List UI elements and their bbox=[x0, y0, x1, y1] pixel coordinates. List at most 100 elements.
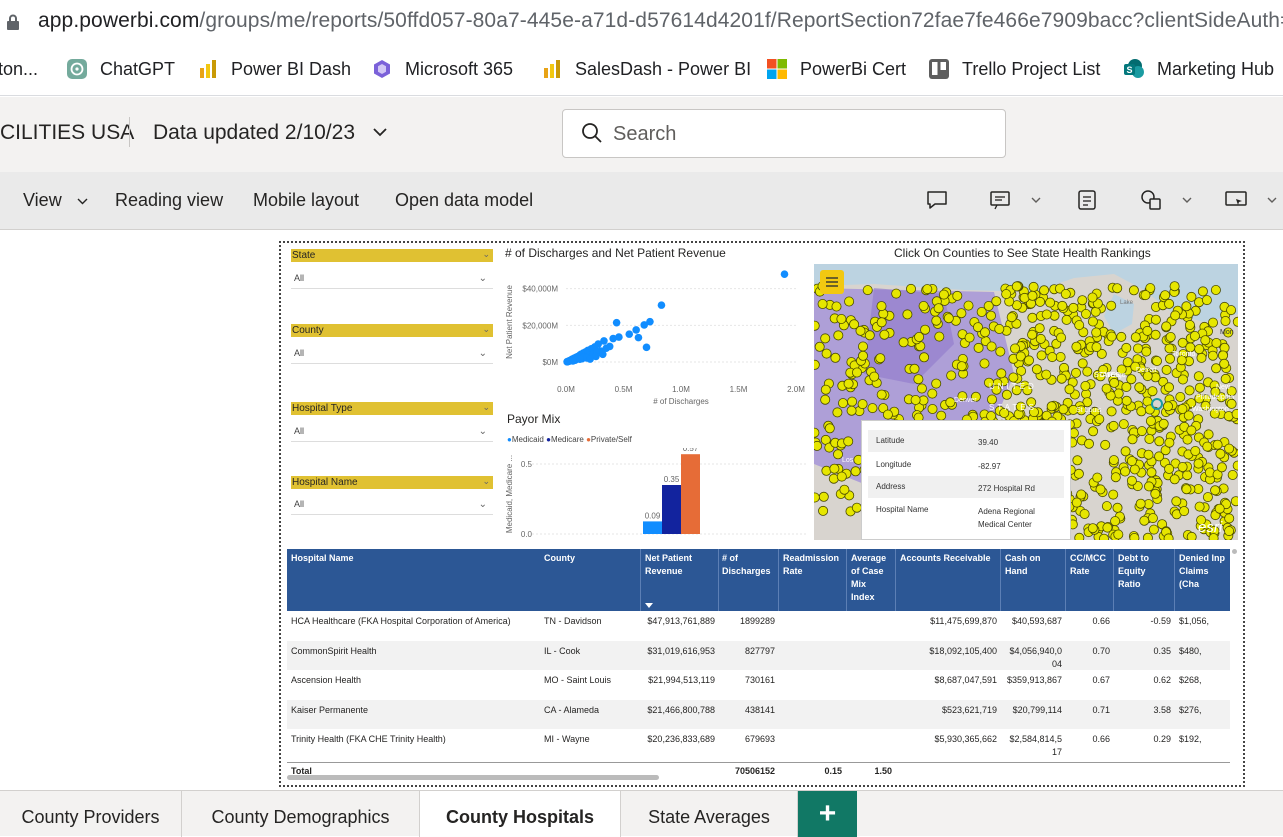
hospital-marker[interactable] bbox=[876, 301, 887, 312]
hospital-marker[interactable] bbox=[832, 407, 843, 418]
hospital-marker[interactable] bbox=[1142, 325, 1153, 336]
hospital-marker[interactable] bbox=[1177, 374, 1188, 385]
hospital-marker[interactable] bbox=[1183, 410, 1194, 421]
payor-bar[interactable] bbox=[662, 485, 681, 534]
hospital-marker[interactable] bbox=[1121, 382, 1132, 393]
data-updated-label[interactable]: Data updated 2/10/23 bbox=[153, 121, 356, 144]
hospital-marker[interactable] bbox=[919, 352, 930, 363]
hospital-marker[interactable] bbox=[1226, 386, 1237, 397]
hospital-marker[interactable] bbox=[814, 341, 825, 352]
hospital-marker[interactable] bbox=[1182, 470, 1193, 481]
hospital-marker[interactable] bbox=[1186, 291, 1197, 302]
hospital-marker[interactable] bbox=[1162, 401, 1173, 412]
hospital-marker[interactable] bbox=[1144, 433, 1155, 444]
hospital-marker[interactable] bbox=[994, 324, 1005, 335]
hospital-marker[interactable] bbox=[986, 394, 997, 405]
hospital-marker[interactable] bbox=[1108, 489, 1119, 500]
hospital-marker[interactable] bbox=[1141, 346, 1152, 357]
hospital-marker[interactable] bbox=[1035, 296, 1046, 307]
hospital-marker[interactable] bbox=[820, 394, 831, 405]
hospital-marker[interactable] bbox=[1102, 522, 1113, 533]
hospital-marker[interactable] bbox=[1034, 323, 1045, 334]
hospital-marker[interactable] bbox=[1120, 446, 1131, 457]
scatter-point[interactable] bbox=[609, 334, 617, 343]
hospital-marker[interactable] bbox=[1128, 285, 1139, 296]
hospital-marker[interactable] bbox=[1031, 364, 1042, 375]
hospital-marker[interactable] bbox=[918, 301, 929, 312]
hospital-marker[interactable] bbox=[934, 331, 945, 342]
hospital-marker[interactable] bbox=[1230, 496, 1238, 507]
hospital-marker[interactable] bbox=[1023, 355, 1034, 366]
hospital-marker[interactable] bbox=[1210, 485, 1221, 496]
reading-view-button[interactable]: Reading view bbox=[115, 190, 224, 210]
scatter-point[interactable] bbox=[563, 358, 571, 366]
hospital-marker[interactable] bbox=[1170, 310, 1181, 321]
hospital-marker[interactable] bbox=[1080, 309, 1091, 320]
hospital-marker[interactable] bbox=[927, 403, 938, 414]
scatter-point[interactable] bbox=[605, 342, 614, 351]
hospital-marker[interactable] bbox=[922, 284, 933, 295]
hospital-marker[interactable] bbox=[1126, 456, 1137, 467]
hospital-marker[interactable] bbox=[1039, 285, 1050, 296]
chevron-down-icon[interactable]: ⌄ bbox=[482, 324, 490, 334]
hospital-marker[interactable] bbox=[836, 314, 847, 325]
hospital-marker[interactable] bbox=[1176, 355, 1187, 366]
hospital-marker[interactable] bbox=[1161, 321, 1172, 332]
hospital-marker[interactable] bbox=[970, 391, 981, 402]
hospital-marker[interactable] bbox=[843, 436, 854, 447]
hospital-marker[interactable] bbox=[1184, 385, 1195, 396]
hospital-marker[interactable] bbox=[1200, 335, 1211, 346]
hospital-marker[interactable] bbox=[1181, 484, 1192, 495]
hospital-marker[interactable] bbox=[945, 397, 956, 408]
tab-county-hospitals[interactable]: County Hospitals bbox=[420, 791, 621, 837]
legend-item[interactable]: ●Private/Self bbox=[586, 435, 632, 444]
hospital-marker[interactable] bbox=[1077, 295, 1088, 306]
hospital-marker[interactable] bbox=[1143, 449, 1154, 460]
hospital-marker[interactable] bbox=[909, 363, 920, 374]
hospital-marker[interactable] bbox=[1036, 350, 1047, 361]
hospital-marker[interactable] bbox=[837, 398, 848, 409]
hospital-marker[interactable] bbox=[1130, 361, 1141, 372]
hospital-marker[interactable] bbox=[1112, 502, 1123, 513]
hospital-marker[interactable] bbox=[927, 388, 938, 399]
hospital-marker[interactable] bbox=[1163, 382, 1174, 393]
hospital-marker[interactable] bbox=[916, 383, 927, 394]
hospital-marker[interactable] bbox=[1045, 297, 1056, 308]
hospital-marker[interactable] bbox=[831, 301, 842, 312]
add-page-button[interactable]: + bbox=[798, 791, 857, 837]
hospital-marker[interactable] bbox=[1121, 342, 1132, 353]
hospital-marker[interactable] bbox=[1194, 382, 1205, 393]
scatter-chart[interactable]: $0M $20,000M $40,000M 0.0M 0.5M 1.0M 1.5M 2.0M #… bbox=[500, 262, 812, 410]
hospital-marker[interactable] bbox=[1071, 497, 1082, 508]
hospital-marker[interactable] bbox=[898, 337, 909, 348]
hospital-marker[interactable] bbox=[869, 371, 880, 382]
hospital-marker[interactable] bbox=[1161, 364, 1172, 375]
hospital-marker[interactable] bbox=[976, 307, 987, 318]
hospital-marker[interactable] bbox=[1112, 283, 1123, 294]
column-header[interactable]: Hospital Name bbox=[291, 553, 354, 563]
scatter-point[interactable] bbox=[599, 350, 607, 359]
hospital-marker[interactable] bbox=[1094, 414, 1105, 425]
hospital-marker[interactable] bbox=[1011, 281, 1022, 292]
hospital-marker[interactable] bbox=[1100, 439, 1111, 450]
payor-bar[interactable] bbox=[681, 454, 700, 534]
hospital-marker[interactable] bbox=[931, 315, 942, 326]
hospital-marker[interactable] bbox=[1057, 300, 1068, 311]
hospital-marker[interactable] bbox=[1070, 367, 1081, 378]
hospital-marker[interactable] bbox=[1108, 455, 1119, 466]
column-header[interactable]: Accounts Receivable bbox=[900, 553, 991, 563]
hospital-marker[interactable] bbox=[1058, 404, 1069, 415]
hospital-marker[interactable] bbox=[858, 341, 869, 352]
hospital-marker[interactable] bbox=[1208, 533, 1219, 541]
hospital-marker[interactable] bbox=[1154, 451, 1165, 462]
hospital-marker[interactable] bbox=[936, 410, 947, 421]
hospital-marker[interactable] bbox=[1223, 327, 1234, 338]
chevron-down-icon[interactable] bbox=[1180, 188, 1194, 212]
hospital-marker[interactable] bbox=[1116, 331, 1127, 342]
hospital-marker[interactable] bbox=[1219, 358, 1230, 369]
hospital-marker[interactable] bbox=[1220, 316, 1231, 327]
hospital-marker[interactable] bbox=[1151, 356, 1162, 367]
hospital-marker[interactable] bbox=[1165, 332, 1176, 343]
hospital-marker[interactable] bbox=[1060, 288, 1071, 299]
hospital-marker[interactable] bbox=[1136, 426, 1147, 437]
